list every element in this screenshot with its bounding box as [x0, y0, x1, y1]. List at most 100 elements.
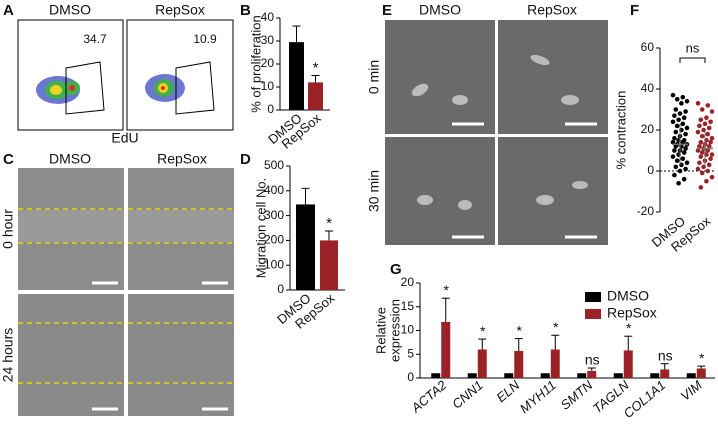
data-point: [697, 144, 702, 149]
data-point: [674, 158, 680, 164]
comparison-label: ns: [686, 40, 700, 55]
bar: [696, 368, 706, 378]
y-tick-label: 20: [641, 122, 655, 136]
panel-letter: B: [240, 2, 251, 19]
row-label: 30 min: [366, 170, 382, 212]
column-header: DMSO: [419, 2, 461, 18]
data-point: [680, 121, 686, 127]
data-point: [680, 140, 686, 145]
legend-label: RepSox: [607, 305, 657, 321]
data-point: [708, 156, 713, 161]
data-point: [672, 135, 677, 141]
data-point: [706, 162, 712, 168]
bar: [550, 349, 560, 378]
data-point: [681, 176, 687, 182]
bar: [296, 204, 315, 290]
axis-label: EdU: [111, 130, 138, 146]
panel-letter: A: [3, 2, 14, 19]
data-point: [697, 160, 702, 166]
bar: [477, 349, 487, 378]
y-axis-label: Migration cell No.: [253, 178, 268, 278]
data-point: [674, 123, 680, 129]
y-tick-label: 20: [401, 275, 415, 289]
data-point: [673, 144, 679, 149]
data-point: [699, 133, 705, 139]
data-point: [705, 131, 711, 137]
significance: *: [699, 350, 705, 366]
data-point: [699, 170, 705, 176]
data-point: [681, 150, 687, 155]
data-point: [709, 174, 715, 180]
bar: [577, 373, 587, 378]
bar: [431, 373, 441, 378]
data-point: [683, 131, 688, 137]
y-tick-label: 15: [401, 299, 415, 313]
panel-letter: D: [240, 151, 251, 168]
x-tick-label: MYH11: [517, 377, 559, 416]
bar: [540, 373, 550, 378]
data-point: [677, 168, 683, 174]
data-point: [670, 140, 676, 145]
significance: *: [517, 322, 523, 338]
bar: [320, 240, 338, 290]
data-point: [684, 125, 690, 131]
y-tick-label: 40: [261, 10, 275, 24]
gate-value: 34.7: [83, 32, 107, 46]
bar: [623, 350, 633, 378]
data-point: [670, 92, 676, 98]
panel-letter: C: [3, 151, 14, 168]
data-point: [708, 119, 713, 125]
legend-swatch: [585, 292, 601, 302]
bar: [514, 350, 524, 378]
significance: *: [313, 59, 319, 76]
data-point: [681, 115, 687, 120]
data-point: [695, 166, 701, 172]
data-point: [697, 123, 702, 129]
significance: *: [626, 320, 632, 336]
data-point: [701, 164, 706, 170]
bar: [660, 369, 670, 378]
y-tick-label: 400: [264, 183, 284, 197]
data-point: [680, 156, 686, 161]
bar: [587, 370, 597, 378]
bar: [504, 373, 514, 378]
data-point: [695, 101, 701, 106]
micrograph: [385, 20, 608, 245]
significance: ns: [585, 352, 600, 368]
data-point: [680, 94, 686, 100]
y-axis-label: expression: [387, 299, 402, 362]
data-point: [684, 160, 690, 166]
y-axis-label: Relative: [373, 307, 388, 354]
y-tick-label: 500: [264, 158, 284, 172]
significance: *: [326, 215, 332, 232]
data-point: [698, 185, 704, 190]
gate-value: 10.9: [193, 32, 217, 46]
data-point: [679, 101, 684, 106]
column-header: RepSox: [527, 2, 577, 18]
data-point: [672, 172, 677, 178]
y-tick-label: 10: [261, 79, 275, 93]
data-point: [709, 109, 715, 114]
data-point: [670, 119, 676, 125]
y-tick-label: 40: [641, 81, 655, 95]
y-tick-label: 0: [267, 102, 274, 116]
x-tick-label: ELN: [493, 377, 522, 405]
micrograph: [18, 168, 234, 416]
data-point: [695, 148, 701, 153]
y-tick-label: 30: [261, 33, 275, 47]
data-point: [704, 115, 709, 120]
data-point: [683, 146, 688, 151]
flow-plot: [126, 19, 234, 131]
data-point: [709, 135, 715, 141]
column-header: RepSox: [155, 2, 205, 18]
data-point: [672, 113, 677, 118]
data-point: [670, 154, 676, 159]
data-point: [702, 121, 708, 127]
data-point: [699, 107, 705, 112]
y-tick-label: 0: [407, 370, 414, 384]
legend-swatch: [585, 309, 601, 319]
data-point: [699, 150, 705, 155]
row-label: 0 min: [366, 60, 382, 94]
bar: [650, 373, 660, 378]
data-point: [698, 117, 704, 123]
